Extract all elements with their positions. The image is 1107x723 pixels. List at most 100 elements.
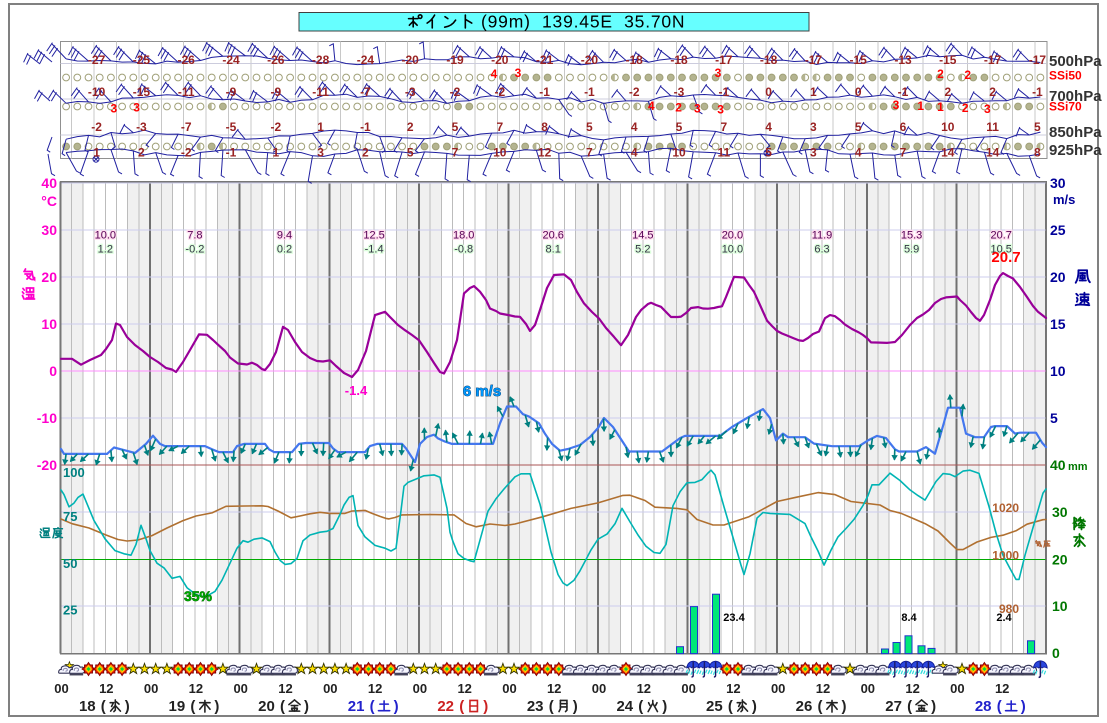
svg-text:12: 12	[547, 681, 561, 696]
svg-text:12: 12	[278, 681, 292, 696]
svg-text:-1: -1	[718, 85, 729, 99]
svg-text:00: 00	[413, 681, 427, 696]
svg-text:-20: -20	[402, 53, 420, 67]
svg-text:8: 8	[541, 120, 548, 134]
svg-text:°C: °C	[41, 193, 57, 209]
svg-text:1: 1	[810, 85, 817, 99]
svg-text:12: 12	[368, 681, 382, 696]
svg-text:1: 1	[272, 146, 279, 160]
svg-text:(99m) 139.45E 35.70N: (99m) 139.45E 35.70N	[481, 12, 685, 32]
svg-text:100: 100	[63, 465, 85, 480]
svg-text:3: 3	[110, 102, 117, 116]
svg-text:-2: -2	[91, 120, 102, 134]
svg-text:40: 40	[1050, 457, 1066, 473]
svg-text:-7: -7	[181, 120, 192, 134]
svg-text:00: 00	[54, 681, 68, 696]
svg-text:-2: -2	[450, 85, 461, 99]
svg-text:-3: -3	[405, 85, 416, 99]
svg-text:20.6: 20.6	[542, 230, 563, 242]
svg-text:00: 00	[323, 681, 337, 696]
svg-text:): )	[662, 698, 667, 715]
svg-text:5: 5	[452, 120, 459, 134]
svg-text:-9: -9	[270, 85, 281, 99]
svg-text:6 m/s: 6 m/s	[463, 383, 501, 400]
svg-text:00: 00	[144, 681, 158, 696]
svg-text:21: 21	[348, 698, 365, 715]
svg-text:00: 00	[502, 681, 516, 696]
svg-text:): )	[214, 698, 219, 715]
svg-text:22: 22	[437, 698, 454, 715]
svg-text:12: 12	[189, 681, 203, 696]
svg-text:-0.2: -0.2	[185, 244, 204, 256]
svg-text:): )	[931, 698, 936, 715]
svg-text:14: 14	[941, 146, 955, 160]
svg-text:7: 7	[586, 146, 593, 160]
svg-text:-25: -25	[133, 53, 151, 67]
svg-text:-17: -17	[805, 53, 823, 67]
svg-text:(: (	[907, 698, 912, 715]
svg-text:28: 28	[975, 698, 992, 715]
svg-text:(: (	[818, 698, 823, 715]
svg-text:00: 00	[771, 681, 785, 696]
svg-text:-17: -17	[715, 53, 733, 67]
svg-text:6.3: 6.3	[814, 244, 829, 256]
svg-text:-7: -7	[360, 85, 371, 99]
svg-text:-15: -15	[133, 85, 151, 99]
svg-text:11: 11	[986, 120, 999, 134]
svg-text:5: 5	[765, 146, 772, 160]
svg-text:-5: -5	[226, 120, 237, 134]
svg-text:20: 20	[41, 269, 57, 285]
svg-text:1: 1	[317, 120, 324, 134]
svg-text:11: 11	[717, 146, 730, 160]
svg-text:10.5: 10.5	[990, 244, 1011, 256]
svg-text:26: 26	[796, 698, 813, 715]
svg-text:m/s: m/s	[1053, 192, 1075, 207]
svg-text:1020: 1020	[992, 501, 1019, 515]
svg-text:-17: -17	[984, 53, 1002, 67]
svg-text:0: 0	[49, 363, 57, 379]
svg-text:): )	[1021, 698, 1026, 715]
svg-text:10.0: 10.0	[95, 230, 116, 242]
svg-text:10.0: 10.0	[722, 244, 743, 256]
svg-text:SSi70: SSi70	[1049, 100, 1082, 114]
svg-text:10: 10	[1052, 598, 1068, 614]
svg-text:5: 5	[407, 146, 414, 160]
svg-text:00: 00	[681, 681, 695, 696]
svg-text:1000: 1000	[992, 549, 1019, 563]
svg-text:0: 0	[1052, 645, 1060, 661]
svg-text:0: 0	[855, 85, 862, 99]
svg-text:12: 12	[99, 681, 113, 696]
svg-text:10: 10	[41, 316, 57, 332]
svg-text:00: 00	[861, 681, 875, 696]
svg-text:(: (	[190, 698, 195, 715]
svg-text:4: 4	[765, 120, 772, 134]
svg-text:7.8: 7.8	[187, 230, 202, 242]
svg-text:5: 5	[1050, 410, 1058, 426]
svg-text:40: 40	[41, 175, 57, 191]
svg-text:12: 12	[816, 681, 830, 696]
svg-text:-2: -2	[181, 146, 192, 160]
svg-text:-27: -27	[88, 53, 106, 67]
svg-text:-24: -24	[222, 53, 240, 67]
svg-text:18.0: 18.0	[453, 230, 474, 242]
svg-text:12: 12	[457, 681, 471, 696]
svg-text:12: 12	[905, 681, 919, 696]
svg-text:-20: -20	[491, 53, 509, 67]
svg-text:-26: -26	[178, 53, 196, 67]
svg-text:-26: -26	[267, 53, 285, 67]
svg-text:11.9: 11.9	[812, 230, 833, 242]
svg-text:2.4: 2.4	[996, 612, 1012, 624]
svg-text:): )	[752, 698, 757, 715]
svg-text:-1.4: -1.4	[345, 383, 368, 398]
svg-text:18: 18	[79, 698, 96, 715]
svg-text:19: 19	[169, 698, 186, 715]
svg-text:): )	[394, 698, 399, 715]
svg-text:(: (	[549, 698, 554, 715]
svg-text:(: (	[997, 698, 1002, 715]
svg-text:7: 7	[720, 120, 727, 134]
svg-text:-20: -20	[37, 457, 57, 473]
svg-text:980: 980	[999, 602, 1019, 616]
svg-text:): )	[842, 698, 847, 715]
svg-text:7: 7	[496, 120, 503, 134]
svg-text:-10: -10	[88, 85, 106, 99]
